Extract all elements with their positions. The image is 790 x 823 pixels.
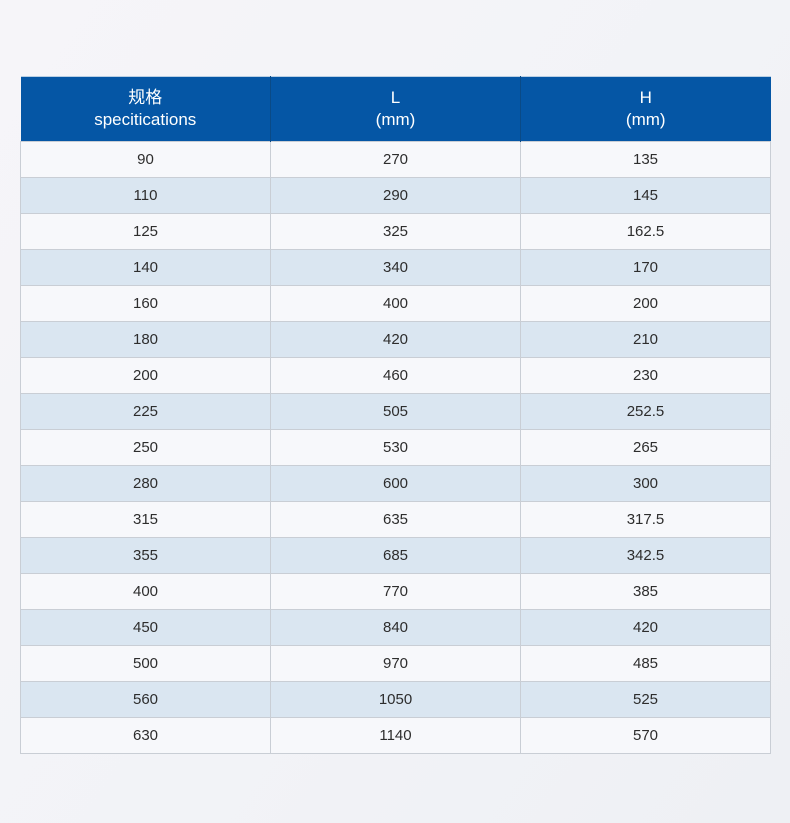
specifications-table: 规格 specitications L (mm) H (mm) 90 270 135…: [20, 76, 771, 754]
cell-L-mm: 505: [270, 393, 521, 430]
table-header: 规格 specitications L (mm) H (mm): [20, 76, 771, 142]
cell-L-mm: 770: [270, 573, 521, 610]
cell-L-mm: 970: [270, 645, 521, 682]
header-H-unit: (mm): [625, 110, 666, 129]
cell-H-mm: 210: [520, 321, 771, 358]
header-L-unit: (mm): [375, 110, 416, 129]
cell-specification: 450: [20, 609, 271, 646]
cell-specification: 110: [20, 177, 271, 214]
table-row: 140 340 170: [20, 249, 771, 286]
table-row: 630 1140 570: [20, 717, 771, 754]
cell-H-mm: 135: [520, 141, 771, 178]
cell-H-mm: 485: [520, 645, 771, 682]
header-specifications-en: specitications: [94, 110, 197, 129]
cell-H-mm: 317.5: [520, 501, 771, 538]
table-row: 160 400 200: [20, 285, 771, 322]
cell-specification: 315: [20, 501, 271, 538]
cell-specification: 225: [20, 393, 271, 430]
cell-H-mm: 252.5: [520, 393, 771, 430]
cell-H-mm: 170: [520, 249, 771, 286]
header-specifications-cn: 规格: [128, 88, 163, 107]
cell-specification: 90: [20, 141, 271, 178]
cell-L-mm: 325: [270, 213, 521, 250]
table-row: 110 290 145: [20, 177, 771, 214]
cell-H-mm: 162.5: [520, 213, 771, 250]
table-row: 225 505 252.5: [20, 393, 771, 430]
cell-L-mm: 270: [270, 141, 521, 178]
cell-specification: 250: [20, 429, 271, 466]
table-row: 315 635 317.5: [20, 501, 771, 538]
cell-L-mm: 530: [270, 429, 521, 466]
cell-L-mm: 600: [270, 465, 521, 502]
cell-L-mm: 1050: [270, 681, 521, 718]
cell-L-mm: 1140: [270, 717, 521, 754]
table-row: 280 600 300: [20, 465, 771, 502]
table-row: 125 325 162.5: [20, 213, 771, 250]
cell-specification: 180: [20, 321, 271, 358]
table-row: 450 840 420: [20, 609, 771, 646]
cell-specification: 280: [20, 465, 271, 502]
table-row: 355 685 342.5: [20, 537, 771, 574]
cell-L-mm: 460: [270, 357, 521, 394]
header-cell-H: H (mm): [520, 76, 771, 142]
cell-specification: 160: [20, 285, 271, 322]
cell-specification: 400: [20, 573, 271, 610]
cell-H-mm: 300: [520, 465, 771, 502]
cell-H-mm: 385: [520, 573, 771, 610]
table-row: 500 970 485: [20, 645, 771, 682]
header-H-label: H: [639, 88, 652, 107]
cell-L-mm: 340: [270, 249, 521, 286]
cell-specification: 355: [20, 537, 271, 574]
table-row: 200 460 230: [20, 357, 771, 394]
header-row: 规格 specitications L (mm) H (mm): [20, 76, 771, 142]
cell-specification: 140: [20, 249, 271, 286]
cell-L-mm: 840: [270, 609, 521, 646]
cell-L-mm: 400: [270, 285, 521, 322]
cell-H-mm: 265: [520, 429, 771, 466]
cell-L-mm: 420: [270, 321, 521, 358]
cell-L-mm: 635: [270, 501, 521, 538]
cell-specification: 500: [20, 645, 271, 682]
cell-H-mm: 420: [520, 609, 771, 646]
header-L-label: L: [390, 88, 401, 107]
table-row: 180 420 210: [20, 321, 771, 358]
cell-H-mm: 145: [520, 177, 771, 214]
cell-H-mm: 342.5: [520, 537, 771, 574]
cell-H-mm: 570: [520, 717, 771, 754]
cell-specification: 560: [20, 681, 271, 718]
cell-specification: 630: [20, 717, 271, 754]
cell-specification: 125: [20, 213, 271, 250]
table-row: 400 770 385: [20, 573, 771, 610]
cell-H-mm: 230: [520, 357, 771, 394]
cell-L-mm: 685: [270, 537, 521, 574]
table-row: 250 530 265: [20, 429, 771, 466]
table-body: 90 270 135 110 290 145 125 325 162.5 140 340 170 160…: [20, 141, 771, 754]
table-row: 560 1050 525: [20, 681, 771, 718]
header-cell-specifications: 规格 specitications: [20, 76, 271, 142]
cell-L-mm: 290: [270, 177, 521, 214]
table-row: 90 270 135: [20, 141, 771, 178]
cell-specification: 200: [20, 357, 271, 394]
header-cell-L: L (mm): [270, 76, 521, 142]
cell-H-mm: 200: [520, 285, 771, 322]
cell-H-mm: 525: [520, 681, 771, 718]
